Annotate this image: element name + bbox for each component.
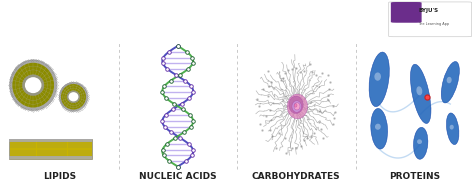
Ellipse shape <box>447 113 459 145</box>
Ellipse shape <box>410 64 431 123</box>
Bar <box>9 156 92 159</box>
Text: PROTEINS: PROTEINS <box>389 171 440 181</box>
Ellipse shape <box>67 91 80 103</box>
Circle shape <box>292 101 301 112</box>
Ellipse shape <box>12 63 54 107</box>
Text: BIOMOLECULES: BIOMOLECULES <box>7 11 164 29</box>
Text: NUCLEIC ACIDS: NUCLEIC ACIDS <box>139 171 217 181</box>
Text: The Learning App: The Learning App <box>418 22 449 26</box>
Ellipse shape <box>22 75 44 95</box>
Ellipse shape <box>374 72 381 81</box>
Ellipse shape <box>417 139 422 144</box>
Circle shape <box>289 96 303 114</box>
Ellipse shape <box>9 60 57 111</box>
Ellipse shape <box>413 127 428 159</box>
Text: BYJU'S: BYJU'S <box>418 8 438 13</box>
Ellipse shape <box>441 61 459 103</box>
Ellipse shape <box>416 86 422 95</box>
Circle shape <box>294 104 297 107</box>
Circle shape <box>287 94 308 119</box>
Ellipse shape <box>61 84 86 110</box>
Circle shape <box>294 103 300 110</box>
FancyBboxPatch shape <box>392 3 421 22</box>
Bar <box>9 139 92 142</box>
Text: LIPIDS: LIPIDS <box>43 171 76 181</box>
FancyBboxPatch shape <box>389 2 472 37</box>
Bar <box>9 139 92 159</box>
Ellipse shape <box>447 77 452 83</box>
Ellipse shape <box>371 109 388 149</box>
Ellipse shape <box>450 125 454 130</box>
Ellipse shape <box>369 52 389 107</box>
Text: CARBOHYDRATES: CARBOHYDRATES <box>252 171 340 181</box>
Ellipse shape <box>375 124 381 130</box>
Ellipse shape <box>59 82 88 111</box>
Ellipse shape <box>25 77 42 93</box>
Ellipse shape <box>68 92 78 101</box>
